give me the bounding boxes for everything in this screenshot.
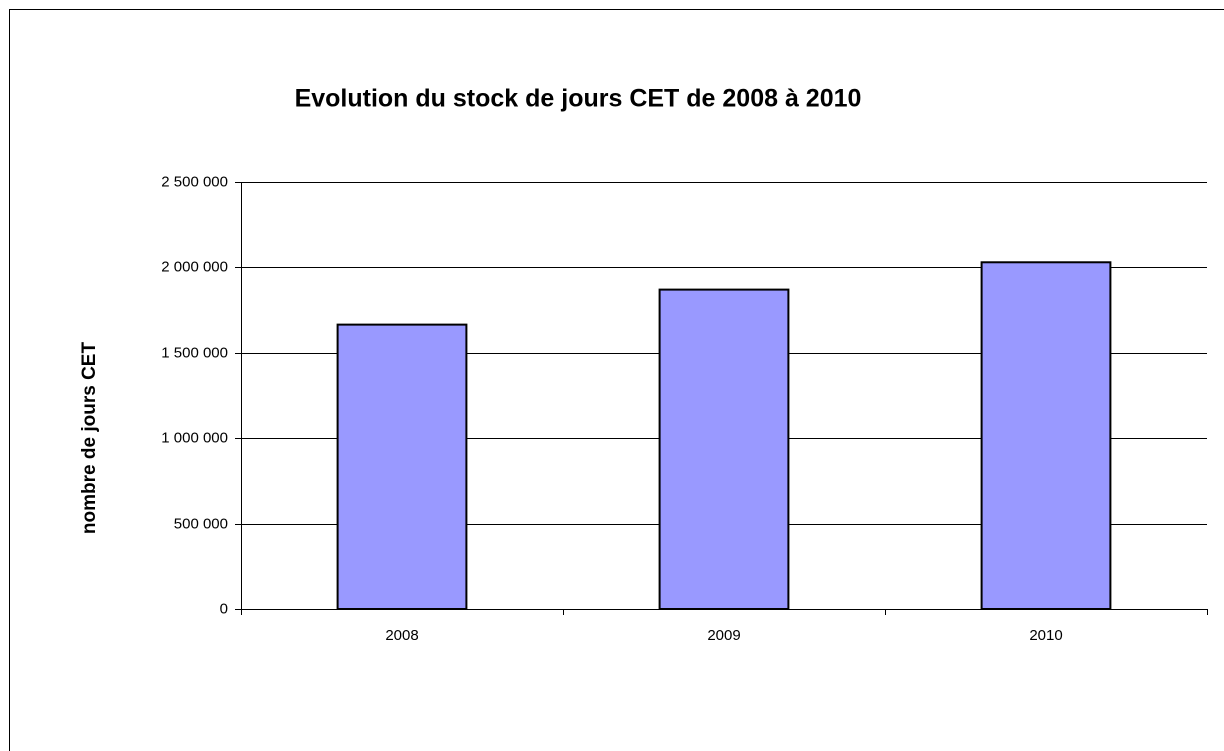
y-tick-label: 1 000 000	[161, 429, 228, 446]
y-tick-label: 500 000	[174, 515, 228, 532]
x-tick-label: 2008	[385, 627, 418, 644]
y-axis-label: nombre de jours CET	[79, 342, 100, 535]
bar	[980, 261, 1112, 610]
y-tick-label: 0	[220, 600, 228, 617]
chart-title: Evolution du stock de jours CET de 2008 …	[295, 85, 862, 113]
chart-frame	[9, 9, 1224, 751]
x-tick-label: 2009	[707, 627, 740, 644]
y-tick-label: 2 000 000	[161, 258, 228, 275]
bar	[336, 323, 468, 610]
y-tick-label: 1 500 000	[161, 344, 228, 361]
x-tick-label: 2010	[1029, 627, 1062, 644]
y-tick-label: 2 500 000	[161, 173, 228, 190]
bar	[658, 288, 790, 610]
